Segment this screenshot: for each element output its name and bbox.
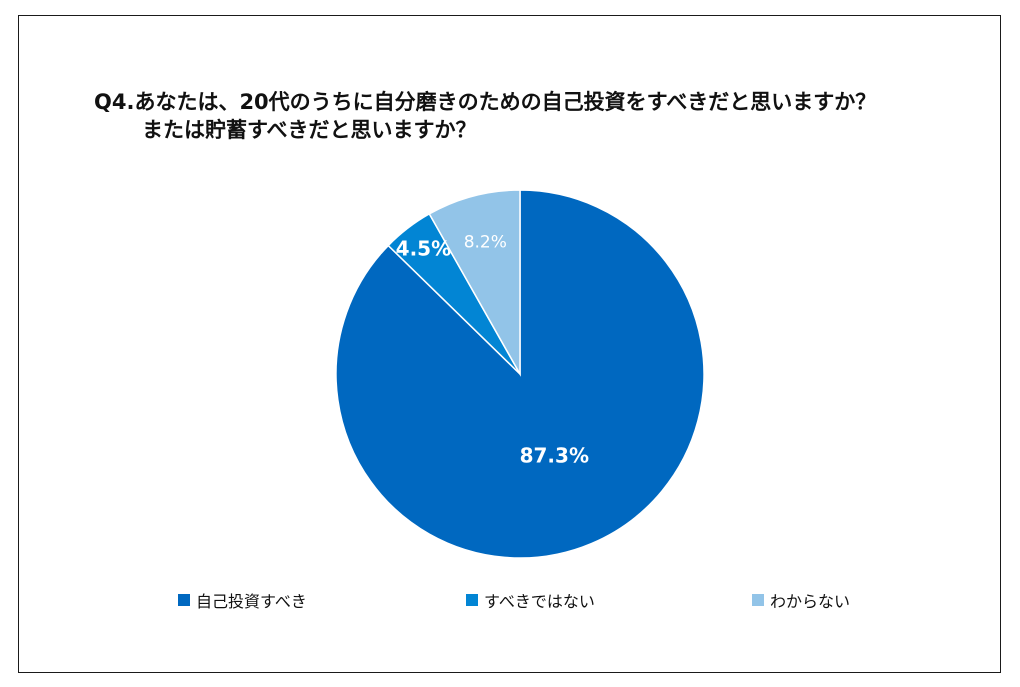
chart-title-line1: Q4.あなたは、20代のうちに自分磨きのための自己投資をすべきだと思いますか？ xyxy=(94,90,877,114)
data-label-wakaranai: 8.2% xyxy=(464,232,507,252)
pie-data-labels: 87.3% 4.5% 8.2% xyxy=(396,232,589,467)
legend-item-jiko-toushi-subeki: 自己投資すべき xyxy=(178,588,307,612)
chart-title-line2: または貯蓄すべきだと思いますか？ xyxy=(142,118,477,142)
legend-item-wakaranai: わからない xyxy=(752,588,850,612)
pie-slice-wakaranai xyxy=(428,189,521,377)
data-label-jiko-toushi-subeki: 87.3% xyxy=(520,443,589,467)
legend-label-wakaranai: わからない xyxy=(770,592,851,611)
legend-swatch-jiko-toushi-subeki xyxy=(178,594,190,606)
chart-title: Q4.あなたは、20代のうちに自分磨きのための自己投資をすべきだと思いますか？ … xyxy=(94,88,876,144)
chart-legend: 自己投資すべき すべきではない わからない xyxy=(0,588,1020,612)
legend-swatch-wakaranai xyxy=(752,594,764,606)
pie-slices xyxy=(335,189,705,559)
data-label-subeki-dewanai: 4.5% xyxy=(396,237,451,261)
legend-label-jiko-toushi-subeki: 自己投資すべき xyxy=(196,592,307,611)
legend-swatch-subeki-dewanai xyxy=(466,594,478,606)
legend-label-subeki-dewanai: すべきではない xyxy=(484,592,595,611)
legend-item-subeki-dewanai: すべきではない xyxy=(466,588,595,612)
